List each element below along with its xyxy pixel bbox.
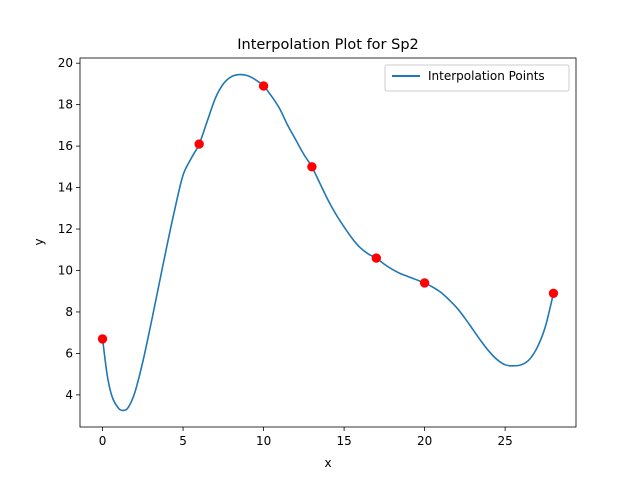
x-axis-label: x [324, 456, 331, 470]
x-tick-label: 20 [417, 434, 432, 448]
y-tick-label: 10 [58, 263, 73, 277]
data-point-marker [194, 139, 204, 149]
x-tick-label: 0 [99, 434, 107, 448]
plot-frame [79, 57, 577, 428]
legend-box [384, 64, 570, 92]
data-point-marker [371, 253, 382, 263]
x-tick-label: 10 [256, 434, 271, 448]
line-layer [101, 73, 555, 412]
data-point-marker [548, 288, 559, 298]
x-axis: 0 5 10 15 20 25 [99, 427, 513, 448]
y-axis: 4 6 8 10 12 14 16 18 20 [58, 56, 80, 402]
chart-title: Interpolation Plot for Sp2 [237, 37, 419, 53]
data-point-marker [307, 162, 317, 172]
y-tick-label: 8 [65, 305, 73, 319]
x-tick-label: 5 [179, 434, 187, 448]
data-point-marker [258, 81, 269, 91]
legend: Interpolation Points [384, 64, 570, 92]
y-tick-label: 12 [58, 222, 73, 236]
y-axis-label: y [32, 238, 46, 245]
data-point-marker [419, 278, 430, 288]
y-tick-label: 14 [58, 181, 73, 195]
legend-label: Interpolation Points [428, 69, 545, 83]
x-tick-label: 15 [336, 434, 351, 448]
marker-layer [97, 81, 559, 344]
y-tick-label: 4 [65, 388, 73, 402]
plot-background [80, 58, 576, 427]
data-point-marker [97, 334, 108, 344]
x-tick-label: 25 [498, 434, 513, 448]
y-tick-label: 18 [58, 98, 73, 112]
y-tick-label: 16 [58, 139, 73, 153]
y-tick-label: 6 [65, 346, 73, 360]
interpolation-curve [101, 73, 555, 412]
plot-area [79, 57, 577, 428]
y-tick-label: 20 [58, 56, 73, 70]
